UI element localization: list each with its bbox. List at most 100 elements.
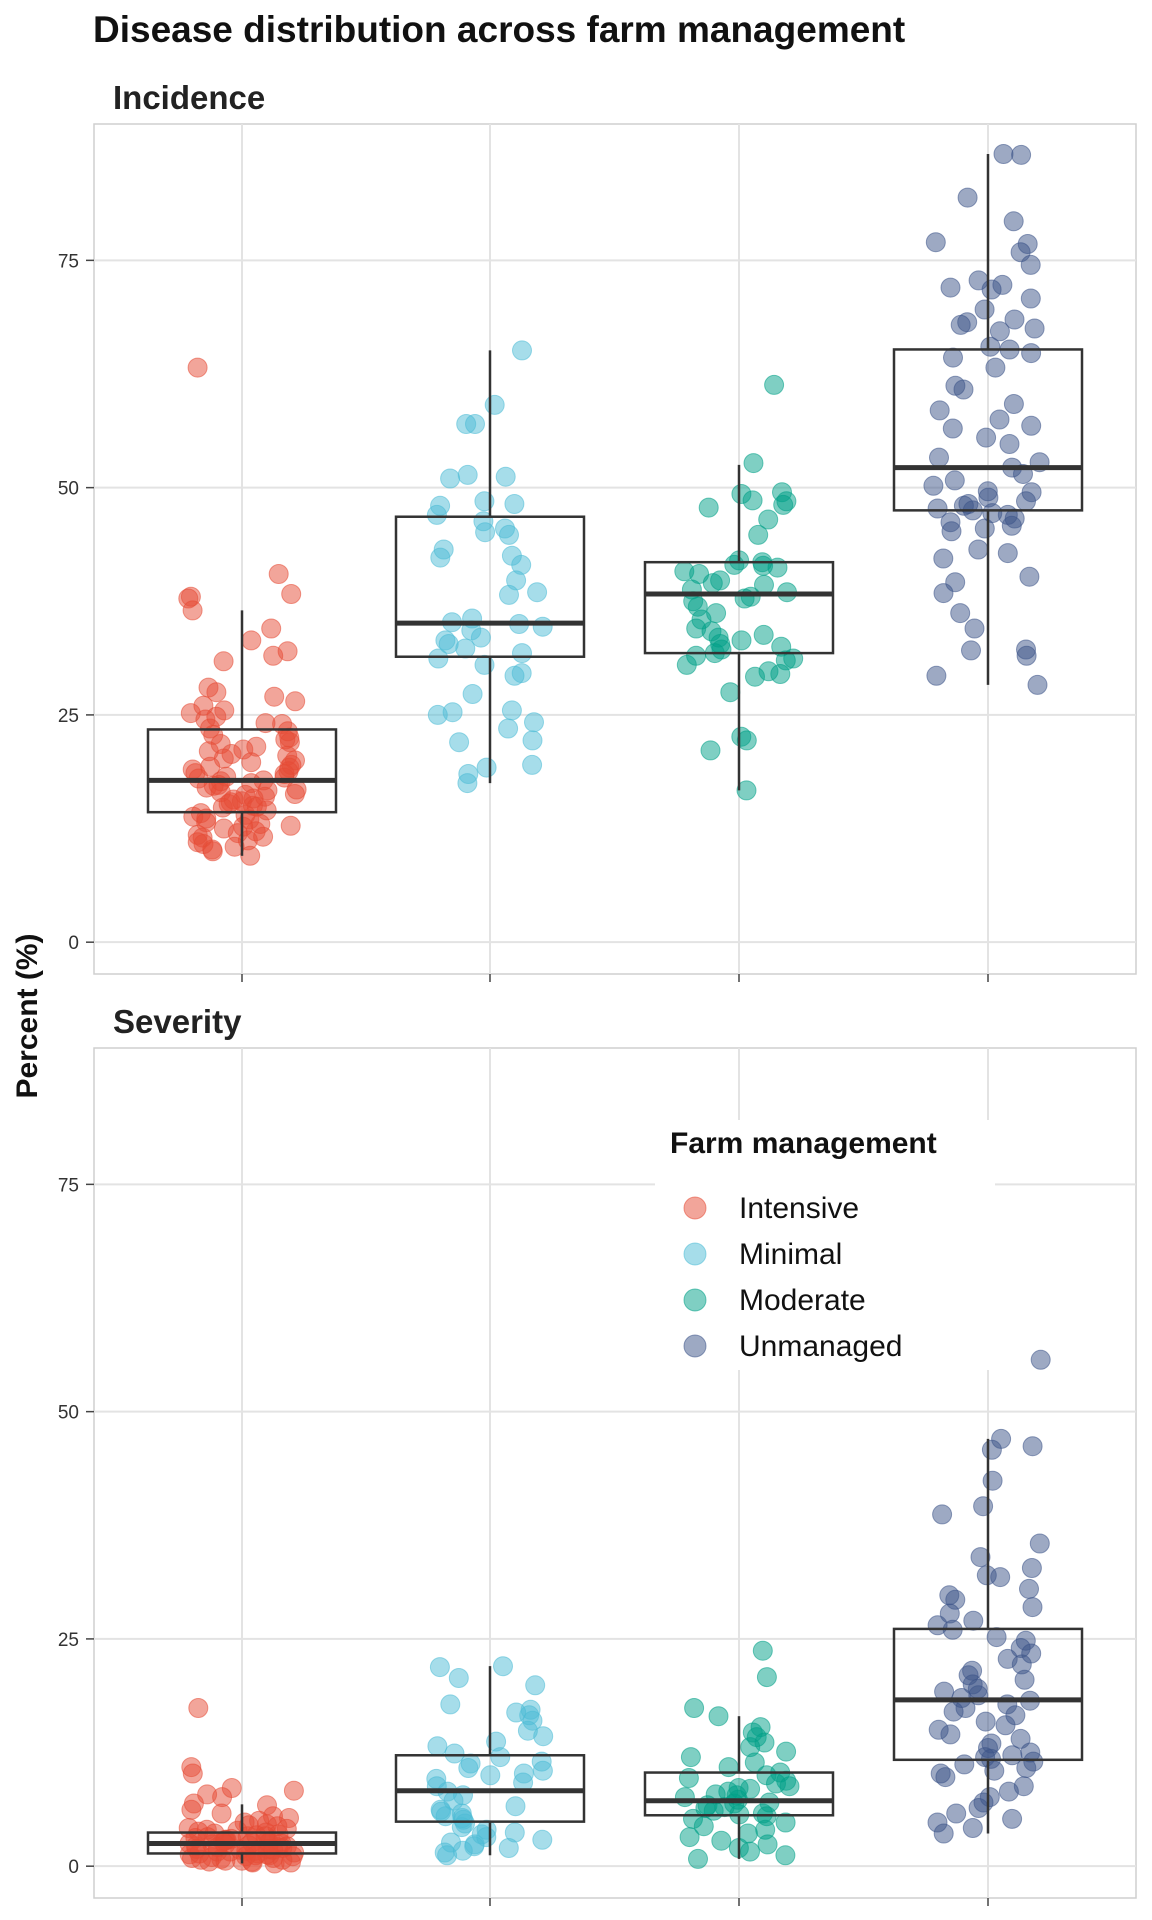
chart-title: Disease distribution across farm managem… (93, 9, 905, 50)
data-point-unmanaged (1022, 1436, 1043, 1457)
legend-label-unmanaged: Unmanaged (739, 1330, 902, 1363)
data-point-minimal (476, 757, 497, 778)
data-point-unmanaged (1021, 343, 1042, 364)
data-point-moderate (736, 780, 757, 801)
data-point-unmanaged (1004, 309, 1025, 330)
data-point-minimal (457, 464, 478, 485)
data-point-unmanaged (940, 1724, 961, 1745)
data-point-intensive (261, 618, 282, 639)
data-point-unmanaged (995, 1715, 1016, 1736)
data-point-minimal (440, 468, 461, 489)
data-point-intensive (245, 1845, 266, 1866)
data-point-intensive (272, 1849, 293, 1870)
data-point-moderate (770, 664, 791, 684)
data-point-unmanaged (999, 434, 1020, 454)
data-point-moderate (684, 1698, 705, 1718)
data-point-unmanaged (1003, 211, 1024, 232)
data-point-moderate (708, 1706, 729, 1727)
data-point-minimal (527, 582, 548, 603)
data-point-unmanaged (968, 539, 989, 560)
data-point-unmanaged (1024, 318, 1045, 339)
data-point-minimal (426, 504, 447, 525)
data-point-unmanaged (980, 336, 1001, 357)
data-point-unmanaged (927, 498, 948, 519)
data-point-intensive (200, 756, 221, 777)
data-point-intensive (268, 564, 289, 584)
data-point-unmanaged (993, 144, 1014, 164)
data-point-minimal (427, 1736, 448, 1757)
data-point-intensive (241, 752, 262, 773)
data-point-intensive (274, 767, 295, 788)
data-point-minimal (522, 754, 543, 775)
data-point-unmanaged (974, 518, 995, 539)
data-point-unmanaged (981, 1439, 1002, 1460)
data-point-intensive (283, 1780, 304, 1801)
data-point-unmanaged (1003, 394, 1024, 414)
data-point-minimal (532, 616, 553, 637)
data-point-unmanaged (941, 521, 962, 542)
data-point-minimal (512, 340, 532, 361)
data-point-unmanaged (1020, 254, 1041, 275)
data-point-minimal (505, 1796, 526, 1817)
data-point-minimal (430, 547, 451, 568)
data-point-moderate (679, 1827, 700, 1848)
data-point-minimal (504, 665, 525, 686)
data-point-moderate (731, 630, 752, 651)
data-point-unmanaged (1020, 288, 1041, 309)
data-point-unmanaged (990, 1567, 1011, 1588)
data-point-unmanaged (923, 475, 944, 496)
data-point-unmanaged (970, 1547, 991, 1568)
data-point-unmanaged (1029, 1533, 1050, 1554)
data-point-unmanaged (1001, 515, 1022, 536)
data-point-unmanaged (961, 640, 981, 661)
data-point-unmanaged (1016, 491, 1036, 512)
data-point-moderate (742, 490, 763, 511)
data-point-unmanaged (989, 409, 1010, 430)
data-point-moderate (773, 494, 794, 515)
y-tick-label: 50 (58, 1403, 79, 1424)
data-point-intensive (281, 584, 302, 604)
data-point-moderate (748, 524, 769, 545)
data-point-unmanaged (985, 357, 1006, 378)
panel-title-incidence: Incidence (113, 79, 265, 116)
data-point-unmanaged (1011, 144, 1032, 165)
data-point-unmanaged (1002, 1808, 1023, 1829)
legend-label-moderate: Moderate (739, 1284, 866, 1317)
data-point-intensive (213, 651, 234, 672)
data-point-moderate (775, 1845, 796, 1866)
data-point-unmanaged (998, 1781, 1019, 1802)
box-unmanaged (892, 1627, 1084, 1762)
data-point-unmanaged (1016, 645, 1037, 666)
data-point-unmanaged (984, 1760, 1005, 1781)
y-tick-label: 25 (58, 1630, 79, 1651)
data-point-intensive (240, 845, 261, 866)
data-point-unmanaged (986, 1627, 1007, 1648)
data-point-minimal (455, 638, 476, 659)
data-point-moderate (688, 1848, 708, 1869)
data-point-unmanaged (943, 1701, 964, 1722)
data-point-unmanaged (1014, 1669, 1035, 1690)
data-point-minimal (533, 1726, 554, 1747)
data-point-moderate (775, 1812, 796, 1833)
data-point-unmanaged (1019, 1578, 1039, 1599)
legend-key-unmanaged (683, 1334, 707, 1358)
data-point-moderate (711, 1830, 732, 1851)
data-point-minimal (437, 1845, 458, 1866)
data-point-intensive (187, 357, 208, 378)
data-point-moderate (674, 1787, 695, 1808)
data-point-minimal (429, 1657, 450, 1678)
data-point-intensive (202, 841, 223, 862)
data-point-minimal (440, 1694, 461, 1715)
data-point-intensive (196, 808, 217, 829)
data-point-unmanaged (975, 1711, 996, 1732)
legend-key-moderate (683, 1288, 707, 1312)
data-point-minimal (444, 1743, 465, 1764)
data-point-minimal (458, 1758, 479, 1778)
data-point-minimal (428, 648, 449, 669)
data-point-unmanaged (953, 379, 974, 400)
data-point-minimal (498, 718, 519, 739)
data-point-intensive (188, 1698, 209, 1718)
data-point-minimal (525, 1675, 546, 1696)
data-point-minimal (475, 522, 496, 543)
